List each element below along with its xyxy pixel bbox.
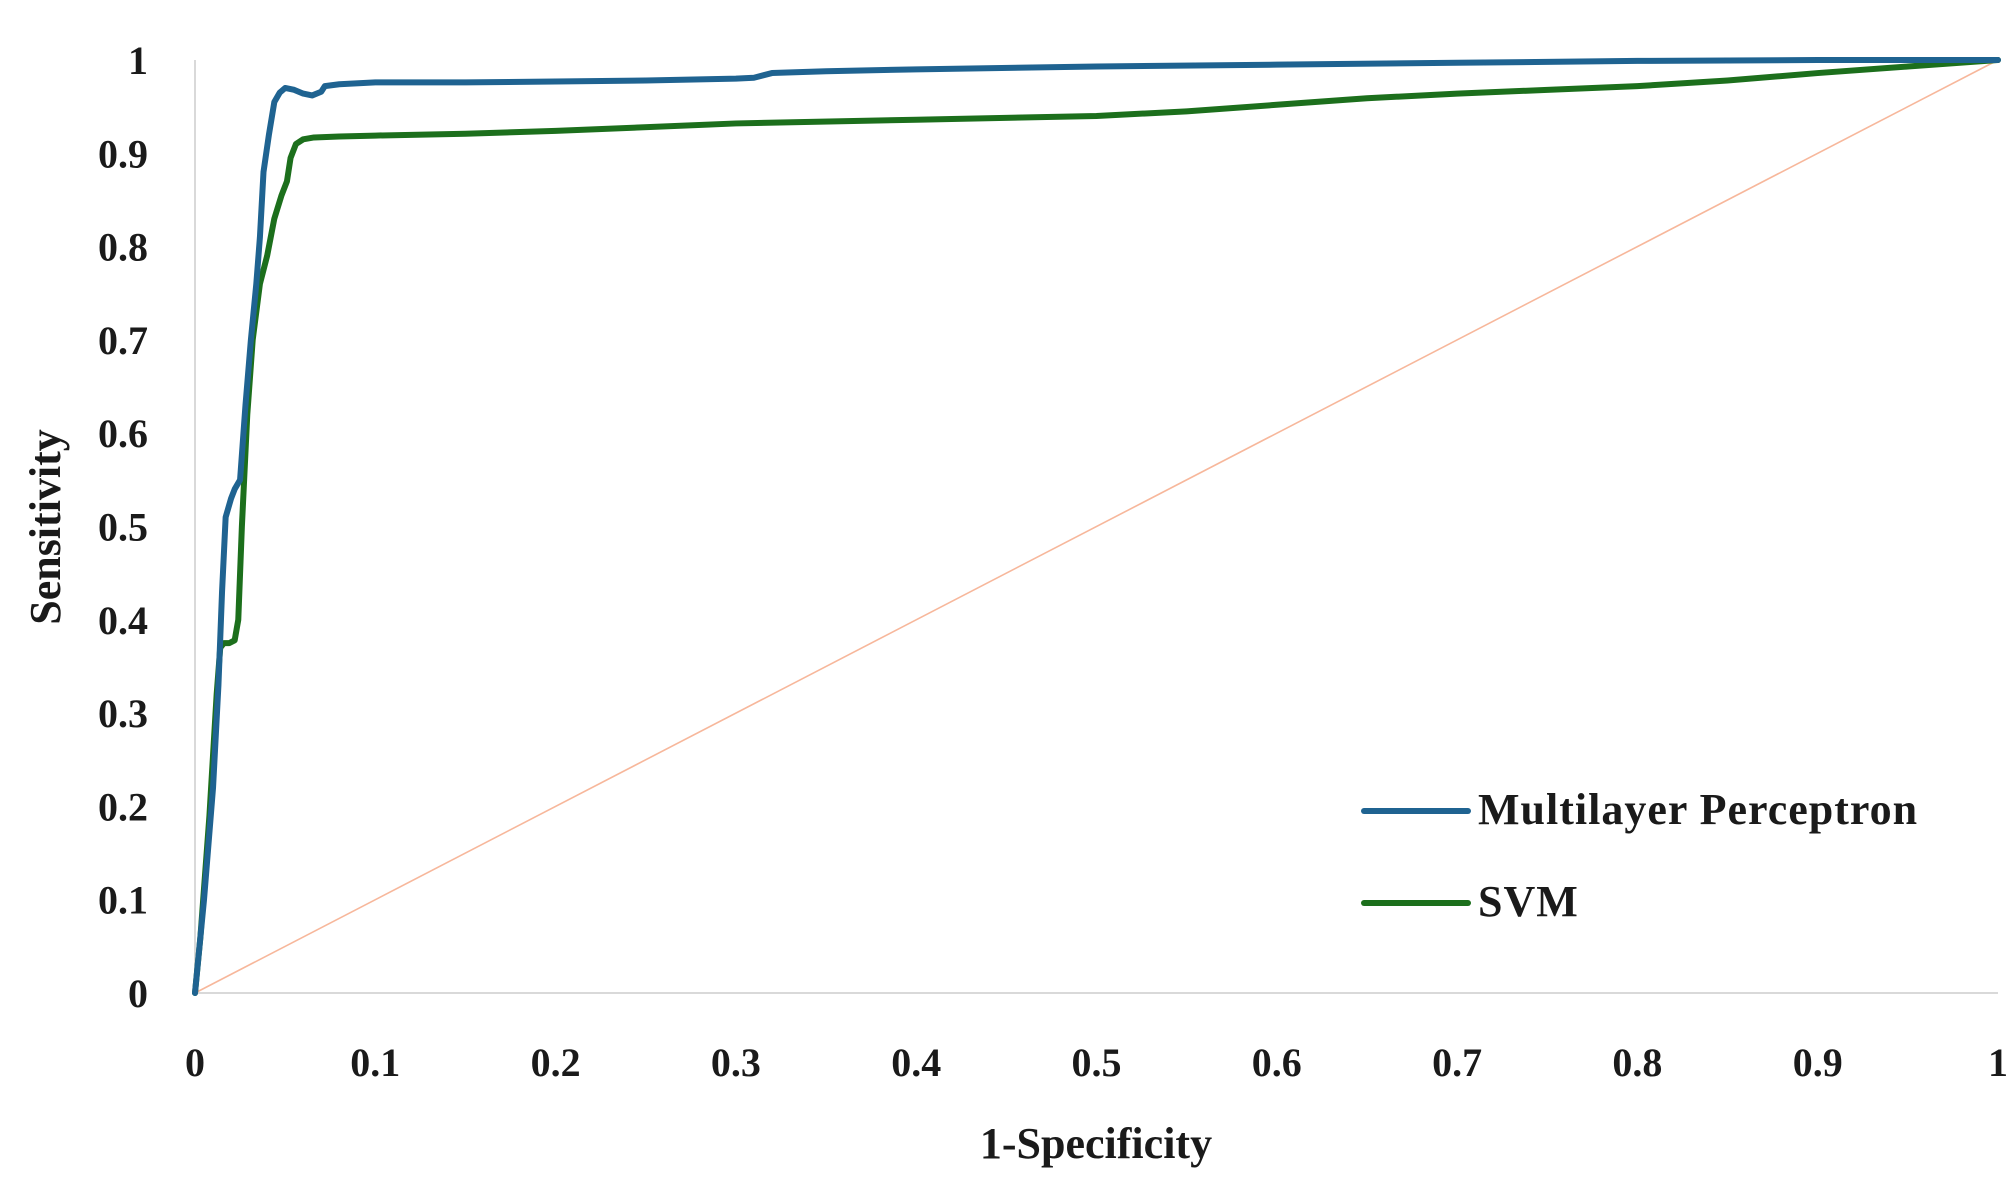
y-tick-labels: 0 0.1 0.2 0.3 0.4 0.5 0.6 0.7 0.8 0.9 1 [98,38,148,1016]
x-tick-label: 0.5 [1072,1040,1122,1085]
y-tick-label: 0.6 [98,411,148,456]
legend: Multilayer Perceptron SVM [1361,785,1918,926]
x-tick-label: 0.9 [1793,1040,1843,1085]
series-line-multilayer-perceptron [192,57,2001,996]
x-tick-label: 0 [185,1040,205,1085]
x-tick-label: 0.3 [711,1040,761,1085]
series-line-svm [192,57,2001,996]
x-tick-label: 0.8 [1612,1040,1662,1085]
y-tick-label: 0.5 [98,505,148,550]
x-tick-labels: 0 0.1 0.2 0.3 0.4 0.5 0.6 0.7 0.8 0.9 1 [185,1040,2008,1085]
legend-label-svm: SVM [1478,877,1579,926]
x-tick-label: 0.7 [1432,1040,1482,1085]
y-tick-label: 0.7 [98,318,148,363]
y-tick-label: 0 [128,971,148,1016]
reference-diagonal-line [194,59,1999,994]
y-tick-label: 0.8 [98,225,148,270]
y-axis-title: Sensitivity [21,429,70,625]
x-axis-title: 1-Specificity [980,1119,1212,1168]
y-tick-label: 0.4 [98,598,148,643]
x-tick-label: 0.6 [1252,1040,1302,1085]
y-tick-label: 0.2 [98,784,148,829]
x-tick-label: 0.1 [350,1040,400,1085]
y-tick-label: 0.1 [98,878,148,923]
x-tick-label: 1 [1988,1040,2008,1085]
y-tick-label: 0.3 [98,691,148,736]
legend-label-multilayer-perceptron: Multilayer Perceptron [1478,785,1918,834]
x-tick-label: 0.2 [531,1040,581,1085]
axes [194,60,1998,994]
y-tick-label: 0.9 [98,131,148,176]
y-tick-label: 1 [128,38,148,83]
series-lines [192,57,2001,996]
x-tick-label: 0.4 [891,1040,941,1085]
